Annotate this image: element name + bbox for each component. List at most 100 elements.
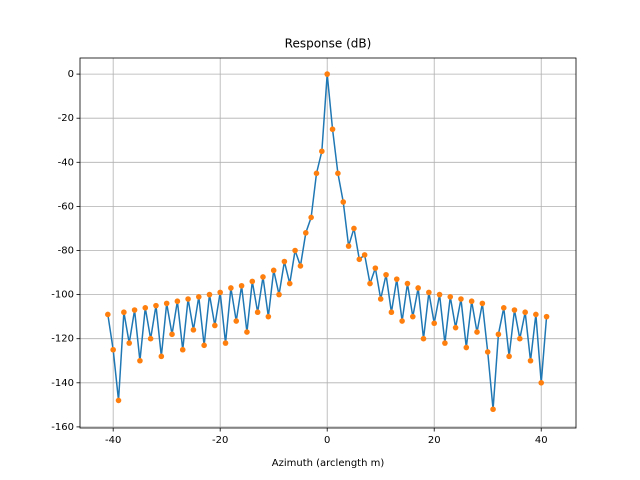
y-tick-label: 0 xyxy=(68,69,74,80)
x-axis-label: Azimuth (arclength m) xyxy=(272,458,385,469)
data-point xyxy=(137,357,143,364)
data-point xyxy=(527,357,534,364)
data-point xyxy=(447,294,454,300)
data-point xyxy=(495,331,502,338)
data-point xyxy=(319,148,325,155)
data-point xyxy=(158,353,165,360)
data-point xyxy=(195,294,202,300)
x-tick-label: -20 xyxy=(212,435,228,446)
data-point xyxy=(345,243,352,249)
data-point xyxy=(399,318,405,324)
data-point xyxy=(340,199,347,205)
y-tick-label: -40 xyxy=(58,157,74,168)
data-point xyxy=(388,309,395,316)
x-tick-label: 0 xyxy=(324,435,330,446)
data-point xyxy=(286,280,293,287)
data-point xyxy=(474,329,480,335)
data-point xyxy=(367,280,373,287)
data-point xyxy=(506,353,512,360)
data-point xyxy=(426,289,432,296)
data-point xyxy=(452,324,459,331)
data-point xyxy=(254,309,261,316)
data-point xyxy=(249,278,256,285)
data-point xyxy=(351,225,357,232)
data-point xyxy=(131,307,138,313)
chart-title: Response (dB) xyxy=(285,37,372,51)
y-tick-label: -100 xyxy=(51,290,74,301)
data-point xyxy=(543,313,550,320)
data-point xyxy=(265,313,272,320)
data-point xyxy=(468,298,475,305)
plot-frame xyxy=(79,57,577,429)
data-point xyxy=(174,298,181,305)
data-point xyxy=(142,305,149,311)
data-point xyxy=(297,263,304,269)
data-point xyxy=(185,296,191,302)
data-point xyxy=(308,214,314,221)
data-point xyxy=(292,247,298,254)
data-point xyxy=(201,342,207,349)
data-point xyxy=(436,291,443,298)
data-point xyxy=(420,335,427,342)
data-point xyxy=(335,170,341,177)
data-point xyxy=(463,344,470,351)
data-point xyxy=(361,252,368,258)
y-tick-label: -120 xyxy=(51,334,74,345)
data-point xyxy=(169,331,175,338)
x-tick-label: 40 xyxy=(535,435,548,446)
data-point xyxy=(281,258,288,265)
data-point xyxy=(238,282,245,289)
data-point xyxy=(458,296,464,302)
y-tick-label: -80 xyxy=(58,245,74,256)
data-point xyxy=(233,318,240,324)
data-point xyxy=(212,322,218,329)
data-point xyxy=(190,327,197,333)
data-point xyxy=(179,346,186,353)
data-point xyxy=(404,280,411,287)
data-point xyxy=(105,311,111,318)
data-point xyxy=(121,309,127,316)
data-point xyxy=(276,291,282,298)
data-point xyxy=(126,340,133,346)
data-point xyxy=(270,267,277,274)
data-point xyxy=(517,335,523,342)
data-point xyxy=(324,71,330,77)
data-point xyxy=(372,265,379,271)
data-point xyxy=(533,311,539,318)
data-point xyxy=(115,397,122,404)
data-point xyxy=(479,300,486,307)
data-point xyxy=(228,285,234,291)
data-point xyxy=(538,379,545,386)
data-point xyxy=(442,340,448,346)
data-point xyxy=(244,329,250,335)
data-point xyxy=(302,230,309,236)
y-tick-label: -60 xyxy=(58,201,74,212)
data-point xyxy=(356,256,363,263)
data-point xyxy=(490,406,496,413)
y-tick-label: -20 xyxy=(58,113,74,124)
data-point xyxy=(393,276,400,282)
data-point xyxy=(484,349,491,355)
data-point xyxy=(260,274,266,280)
data-point xyxy=(500,305,507,311)
data-point xyxy=(153,302,159,309)
data-point xyxy=(217,289,223,296)
data-point xyxy=(163,300,170,307)
data-point xyxy=(206,291,213,298)
x-tick-label: 20 xyxy=(428,435,441,446)
data-point xyxy=(410,313,416,320)
x-tick-label: -40 xyxy=(105,435,121,446)
data-point xyxy=(222,340,229,346)
data-point xyxy=(415,285,421,291)
data-point xyxy=(522,309,528,316)
y-tick-label: -140 xyxy=(51,378,74,389)
data-point xyxy=(313,170,320,177)
data-point xyxy=(383,271,389,278)
y-tick-label: -160 xyxy=(51,422,74,433)
data-point xyxy=(511,307,518,313)
data-point xyxy=(377,296,384,302)
data-point xyxy=(110,346,116,353)
data-point xyxy=(147,335,154,342)
